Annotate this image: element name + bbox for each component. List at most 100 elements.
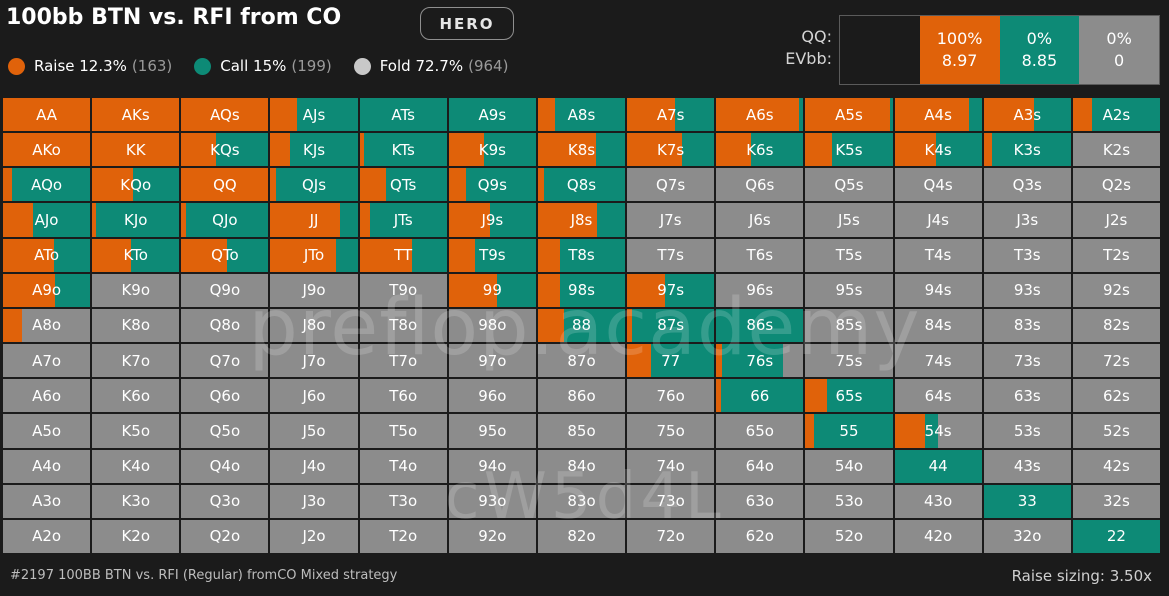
hand-cell[interactable]: 62o — [716, 519, 804, 553]
hand-cell[interactable]: TT — [359, 238, 447, 272]
hand-cell[interactable]: 85s — [805, 308, 893, 343]
hand-cell[interactable]: K5s — [805, 133, 893, 167]
hand-cell[interactable]: J8s — [537, 203, 626, 237]
hand-cell[interactable]: 73s — [983, 344, 1071, 378]
hand-cell[interactable]: K4s — [894, 133, 982, 167]
hand-cell[interactable]: J4o — [270, 449, 358, 483]
hand-cell[interactable]: A5o — [3, 414, 91, 448]
hand-cell[interactable]: KTs — [359, 133, 447, 167]
hand-cell[interactable]: Q2s — [1072, 168, 1160, 202]
hand-cell[interactable]: T9o — [359, 273, 447, 307]
hand-cell[interactable]: T6s — [716, 238, 804, 272]
hand-cell[interactable]: 76o — [627, 379, 715, 413]
hand-cell[interactable]: 74s — [894, 344, 982, 378]
hand-cell[interactable]: J5o — [270, 414, 358, 448]
hand-cell[interactable]: K6s — [716, 133, 804, 167]
hand-cell[interactable]: 76s — [716, 344, 804, 378]
hand-cell[interactable]: Q9s — [448, 168, 536, 202]
hand-cell[interactable]: A6s — [716, 98, 804, 132]
hand-cell[interactable]: T4s — [894, 238, 982, 272]
hand-cell[interactable]: 95o — [448, 414, 536, 448]
hand-cell[interactable]: KJo — [92, 203, 180, 237]
hand-cell[interactable]: A4s — [894, 98, 982, 132]
hand-cell[interactable]: 42o — [894, 519, 982, 553]
hand-cell[interactable]: JTs — [359, 203, 447, 237]
hand-cell[interactable]: ATs — [359, 98, 447, 132]
hand-cell[interactable]: A8s — [537, 98, 626, 132]
hand-cell[interactable]: 64o — [716, 449, 804, 483]
hand-cell[interactable]: 82o — [537, 519, 626, 553]
hand-cell[interactable]: T3s — [983, 238, 1071, 272]
hand-cell[interactable]: T7s — [627, 238, 715, 272]
hand-cell[interactable]: 44 — [894, 449, 982, 483]
hand-cell[interactable]: 72s — [1072, 344, 1160, 378]
hand-cell[interactable]: 54s — [894, 414, 982, 448]
hand-cell[interactable]: 98o — [448, 308, 536, 343]
hand-cell[interactable]: J3o — [270, 484, 358, 518]
hand-cell[interactable]: 94o — [448, 449, 536, 483]
hand-cell[interactable]: T2s — [1072, 238, 1160, 272]
hand-cell[interactable]: 97o — [448, 344, 536, 378]
hand-cell[interactable]: 22 — [1072, 519, 1160, 553]
hand-cell[interactable]: 92s — [1072, 273, 1160, 307]
hand-cell[interactable]: ATo — [3, 238, 91, 272]
hand-cell[interactable]: 53s — [983, 414, 1071, 448]
hand-cell[interactable]: J3s — [983, 203, 1071, 237]
hand-cell[interactable]: Q2o — [181, 519, 269, 553]
hand-cell[interactable]: Q8o — [181, 308, 269, 343]
hand-cell[interactable]: KK — [92, 133, 180, 167]
hand-cell[interactable]: A9s — [448, 98, 536, 132]
hand-cell[interactable]: K8s — [537, 133, 626, 167]
hand-cell[interactable]: T9s — [448, 238, 536, 272]
hand-cell[interactable]: Q6o — [181, 379, 269, 413]
hand-cell[interactable]: T3o — [359, 484, 447, 518]
hand-cell[interactable]: K6o — [92, 379, 180, 413]
hand-cell[interactable]: T7o — [359, 344, 447, 378]
hand-cell[interactable]: Q5o — [181, 414, 269, 448]
hand-cell[interactable]: QJs — [270, 168, 358, 202]
hand-cell[interactable]: 84o — [537, 449, 626, 483]
hand-cell[interactable]: K9o — [92, 273, 180, 307]
hand-cell[interactable]: 65o — [716, 414, 804, 448]
hand-cell[interactable]: Q4s — [894, 168, 982, 202]
hand-cell[interactable]: QTo — [181, 238, 269, 272]
hand-cell[interactable]: 75o — [627, 414, 715, 448]
hand-cell[interactable]: QTs — [359, 168, 447, 202]
hand-cell[interactable]: 52o — [805, 519, 893, 553]
hand-cell[interactable]: 88 — [537, 308, 626, 343]
hand-cell[interactable]: Q3o — [181, 484, 269, 518]
hand-cell[interactable]: KQs — [181, 133, 269, 167]
hand-cell[interactable]: A3o — [3, 484, 91, 518]
hand-cell[interactable]: 84s — [894, 308, 982, 343]
hand-cell[interactable]: Q7s — [627, 168, 715, 202]
hand-cell[interactable]: 66 — [716, 379, 804, 413]
hand-cell[interactable]: A9o — [3, 273, 91, 307]
hand-cell[interactable]: 62s — [1072, 379, 1160, 413]
hand-cell[interactable]: 95s — [805, 273, 893, 307]
hand-cell[interactable]: AQo — [3, 168, 91, 202]
hand-cell[interactable]: 55 — [805, 414, 893, 448]
hand-cell[interactable]: K4o — [92, 449, 180, 483]
hand-cell[interactable]: K5o — [92, 414, 180, 448]
hand-cell[interactable]: 42s — [1072, 449, 1160, 483]
hand-cell[interactable]: 99 — [448, 273, 536, 307]
hand-cell[interactable]: 97s — [627, 273, 715, 307]
hand-cell[interactable]: A7o — [3, 344, 91, 378]
hand-cell[interactable]: 82s — [1072, 308, 1160, 343]
hand-cell[interactable]: K3s — [983, 133, 1071, 167]
hand-cell[interactable]: KTo — [92, 238, 180, 272]
hand-cell[interactable]: Q6s — [716, 168, 804, 202]
hand-cell[interactable]: 85o — [537, 414, 626, 448]
hand-cell[interactable]: K2o — [92, 519, 180, 553]
hand-cell[interactable]: T2o — [359, 519, 447, 553]
hand-cell[interactable]: 33 — [983, 484, 1071, 518]
hand-cell[interactable]: AKs — [92, 98, 180, 132]
hand-cell[interactable]: 87o — [537, 344, 626, 378]
hand-cell[interactable]: T5o — [359, 414, 447, 448]
hand-cell[interactable]: Q4o — [181, 449, 269, 483]
hand-cell[interactable]: KJs — [270, 133, 358, 167]
hand-cell[interactable]: 72o — [627, 519, 715, 553]
hand-cell[interactable]: Q3s — [983, 168, 1071, 202]
hand-cell[interactable]: Q9o — [181, 273, 269, 307]
hand-cell[interactable]: 83s — [983, 308, 1071, 343]
